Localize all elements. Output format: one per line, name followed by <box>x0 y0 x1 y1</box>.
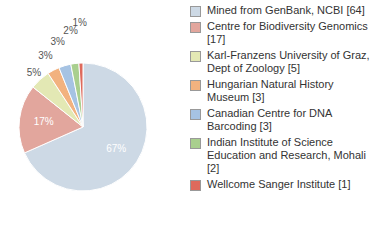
html-text:Centre for Biodiversity Genomi: Centre for Biodiversity Genomics [17] <box>207 20 368 45</box>
html-text:Wellcome Sanger Institute [1]: Wellcome Sanger Institute [1] <box>207 178 351 190</box>
svg-text:3%: 3% <box>50 36 65 47</box>
svg-text:67%: 67% <box>106 143 126 154</box>
svg-text:2%: 2% <box>63 25 78 37</box>
svg-text:1%: 1% <box>72 17 87 28</box>
html-text:Hungarian Natural History Muse: Hungarian Natural History Museum [3] <box>207 78 334 103</box>
html-text:Karl-Franzens University of Gr: Karl-Franzens University of Graz, Dept o… <box>207 49 370 74</box>
html-text:Canadian Centre for DNA Barcod: Canadian Centre for DNA Barcoding [3] <box>207 107 332 132</box>
svg-text:17%: 17% <box>34 116 54 127</box>
svg-text:3%: 3% <box>38 50 53 61</box>
html-text:Mined from GenBank, NCBI [64]: Mined from GenBank, NCBI [64] <box>207 4 365 16</box>
svg-text:5%: 5% <box>27 67 42 78</box>
html-text:Indian Institute of Science Ed: Indian Institute of Science Education an… <box>207 136 366 174</box>
